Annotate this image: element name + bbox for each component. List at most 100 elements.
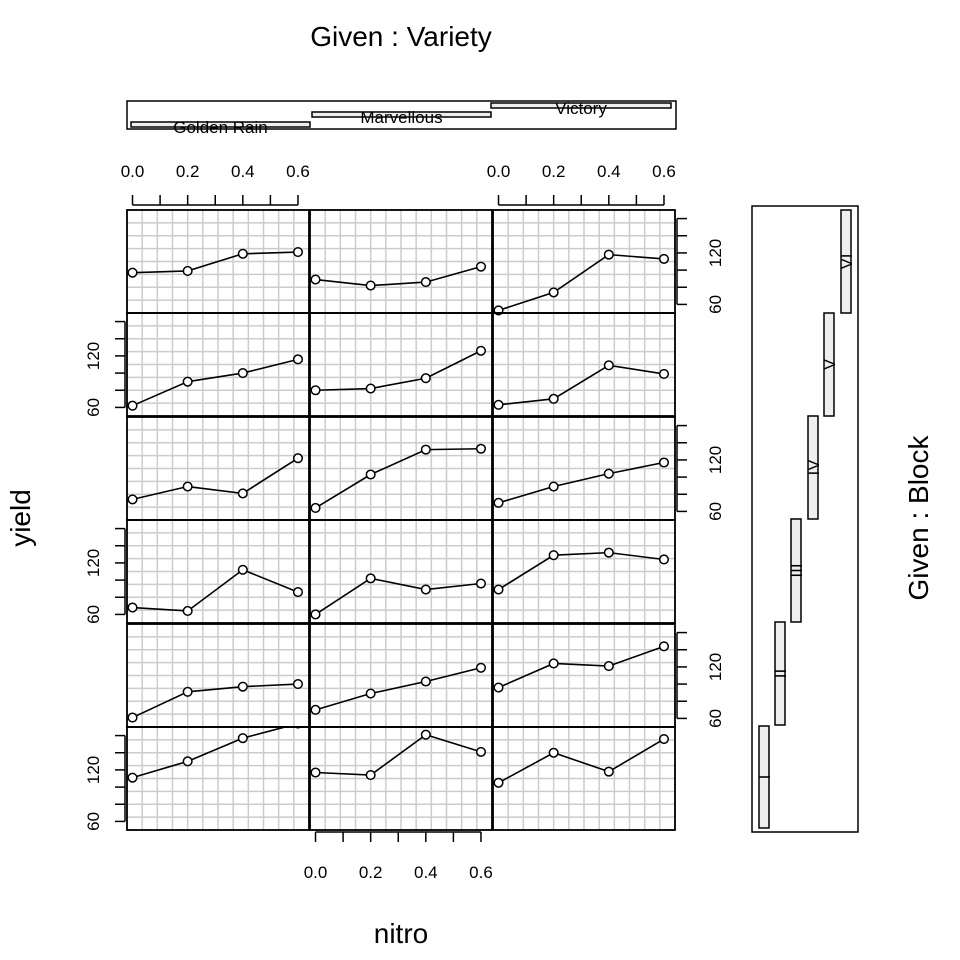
variety-bar xyxy=(490,102,672,109)
panel-frame xyxy=(309,416,493,521)
data-point xyxy=(182,481,193,492)
panel-frame xyxy=(492,209,676,314)
block-level-label: VI xyxy=(837,253,856,269)
panel-III-0 xyxy=(126,519,310,624)
series-line xyxy=(315,733,482,776)
panel-I-0 xyxy=(126,718,310,831)
data-point xyxy=(658,457,670,468)
y-tick-label: 60 xyxy=(84,812,103,831)
panel-frame xyxy=(492,416,676,521)
data-point xyxy=(658,368,670,379)
data-point xyxy=(603,766,614,777)
panel-III-2 xyxy=(492,519,676,624)
panel-I-1 xyxy=(309,726,493,831)
data-point xyxy=(658,554,670,565)
data-point xyxy=(493,497,504,508)
series-line xyxy=(132,457,299,501)
data-point xyxy=(237,488,248,499)
data-point xyxy=(475,578,487,589)
series-line xyxy=(132,251,298,274)
data-point xyxy=(310,274,321,285)
x-tick-label: 0.0 xyxy=(121,162,145,181)
x-tick-label: 0.0 xyxy=(304,863,328,882)
data-point xyxy=(365,688,376,699)
data-point xyxy=(548,481,559,492)
data-point xyxy=(420,676,431,687)
panel-V-0 xyxy=(126,312,310,417)
data-point xyxy=(548,393,559,404)
panel-II-1 xyxy=(309,623,493,728)
data-point xyxy=(365,469,376,480)
data-point xyxy=(420,277,431,288)
data-point xyxy=(365,770,376,781)
block-level-label: IV xyxy=(804,459,823,476)
panel-V-2 xyxy=(492,312,676,417)
series-line xyxy=(315,350,482,392)
x-tick-label: 0.2 xyxy=(176,162,200,181)
series-line xyxy=(315,265,482,287)
series-line xyxy=(498,645,665,689)
data-point xyxy=(493,584,504,595)
x-axis-title: nitro xyxy=(374,918,428,949)
chart-title: Given : Variety xyxy=(310,21,492,52)
data-point xyxy=(475,345,487,356)
y-tick-label: 60 xyxy=(706,502,725,521)
x-tick-label: 0.6 xyxy=(469,863,493,882)
data-point xyxy=(548,287,559,298)
x-tick-label: 0.6 xyxy=(286,162,310,181)
x-tick-label: 0.4 xyxy=(231,162,255,181)
y-tick-label: 60 xyxy=(706,295,725,314)
block-bar xyxy=(774,621,786,726)
data-point xyxy=(658,253,670,264)
panel-frame xyxy=(126,209,310,314)
series-line xyxy=(315,666,482,711)
variety-given-panel: Golden Rain Marvellous Victory xyxy=(126,99,677,137)
panel-VI-2 xyxy=(492,209,676,316)
x-tick-label: 0.0 xyxy=(487,162,511,181)
y-tick-label: 60 xyxy=(84,398,103,417)
data-point xyxy=(127,400,138,411)
data-point xyxy=(237,248,248,259)
block-level-label: I xyxy=(755,775,774,780)
data-point xyxy=(310,767,321,778)
block-level-label: V xyxy=(820,358,839,370)
data-point xyxy=(292,679,304,690)
variety-level-label: Marvellous xyxy=(360,108,442,127)
panel-frame xyxy=(126,623,310,728)
data-point xyxy=(603,360,614,371)
data-point xyxy=(603,547,614,558)
y-tick-label: 120 xyxy=(706,446,725,474)
series-line xyxy=(498,364,665,406)
panel-III-1 xyxy=(309,519,493,624)
data-point xyxy=(493,682,504,693)
series-line xyxy=(498,253,665,312)
data-point xyxy=(420,444,431,455)
panel-frame xyxy=(492,623,676,728)
series-line xyxy=(315,577,482,616)
variety-level-label: Victory xyxy=(555,99,607,118)
block-level-label: II xyxy=(771,669,790,678)
data-point xyxy=(127,712,138,723)
data-point xyxy=(658,641,670,652)
data-point xyxy=(475,662,487,673)
data-point xyxy=(365,280,376,291)
series-line xyxy=(132,722,299,779)
series-line xyxy=(498,738,665,784)
series-line xyxy=(132,683,299,719)
data-point xyxy=(237,368,248,379)
data-point xyxy=(182,605,193,617)
y-tick-label: 120 xyxy=(84,342,103,370)
data-point xyxy=(420,584,431,595)
x-tick-label: 0.4 xyxy=(414,863,438,882)
data-point xyxy=(365,573,376,584)
block-bar xyxy=(807,415,819,520)
series-line xyxy=(315,447,481,509)
y-tick-label: 60 xyxy=(84,605,103,624)
data-point xyxy=(127,494,138,505)
data-point xyxy=(237,733,248,744)
axis-group: 0.0 0.2 0.4 0.6 0.0 0.2 0.4 0.6 0.0 0.2 0.4 0.6 60 12… xyxy=(84,162,725,882)
y-tick-label: 120 xyxy=(706,653,725,681)
data-point xyxy=(603,661,614,672)
